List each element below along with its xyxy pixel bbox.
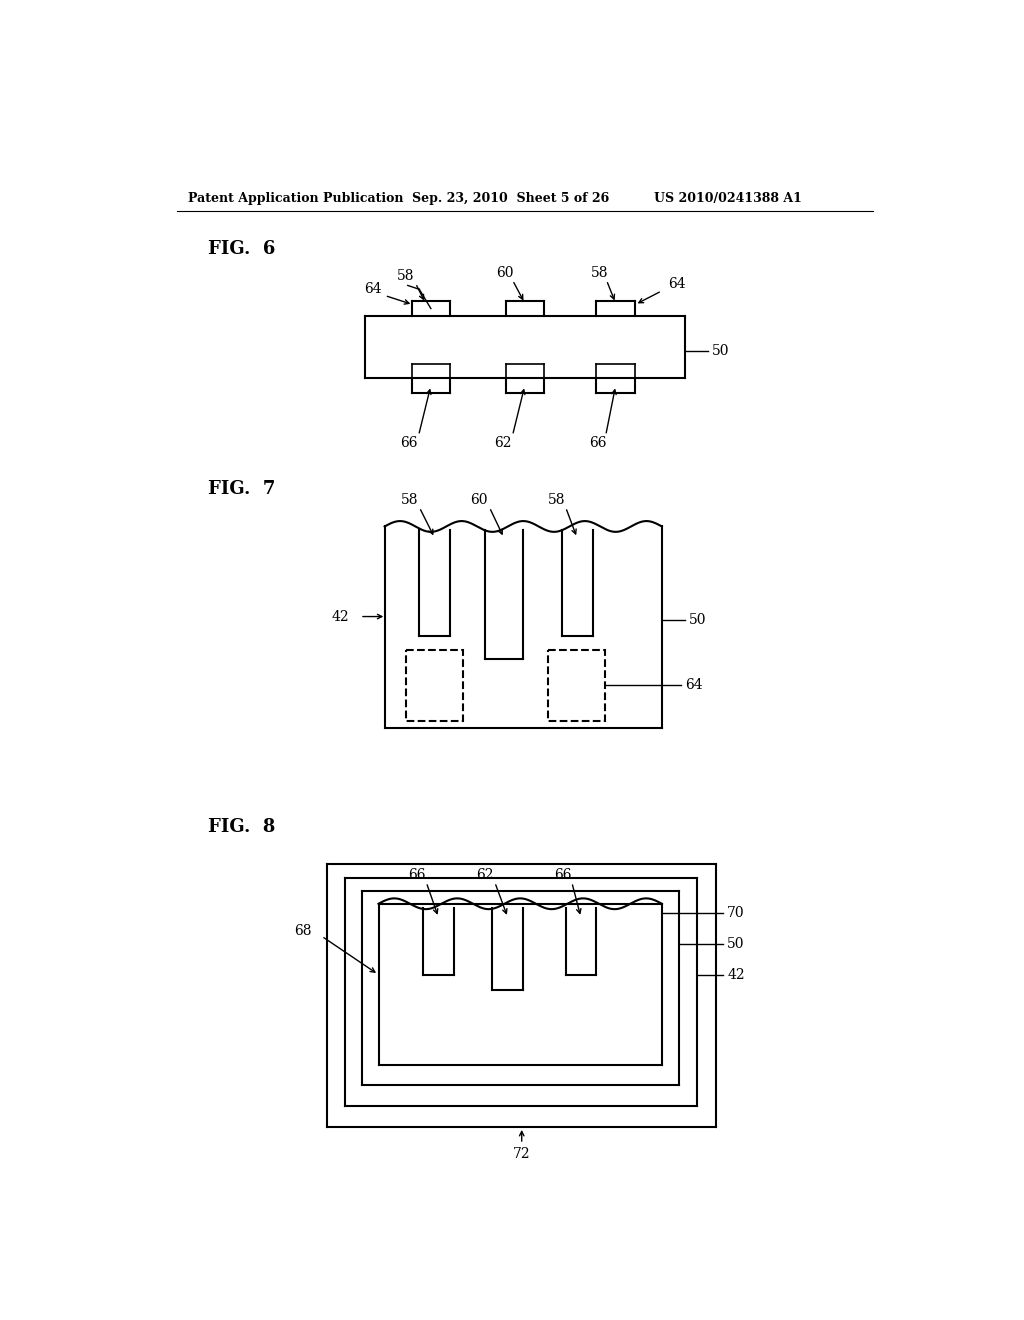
Text: 62: 62 [495,437,512,450]
Text: US 2010/0241388 A1: US 2010/0241388 A1 [654,191,802,205]
Text: Sep. 23, 2010  Sheet 5 of 26: Sep. 23, 2010 Sheet 5 of 26 [412,191,609,205]
Text: 72: 72 [513,1147,530,1162]
Text: 50: 50 [727,937,744,950]
Text: 64: 64 [365,281,382,296]
Text: 66: 66 [555,869,572,882]
Text: 50: 50 [712,345,729,358]
Text: 60: 60 [496,267,513,280]
Text: 66: 66 [400,437,418,450]
Text: 58: 58 [591,267,608,280]
Text: 58: 58 [548,494,565,507]
Text: 66: 66 [409,869,426,882]
Text: FIG.  6: FIG. 6 [208,240,274,259]
Text: 66: 66 [589,437,606,450]
Text: 68: 68 [294,924,311,937]
Text: 58: 58 [396,269,414,284]
Text: 70: 70 [727,906,744,920]
Text: FIG.  7: FIG. 7 [208,480,274,499]
Text: 58: 58 [401,494,419,507]
Text: 60: 60 [471,494,488,507]
Text: 42: 42 [332,610,349,623]
Text: 50: 50 [689,614,707,627]
Text: Patent Application Publication: Patent Application Publication [188,191,403,205]
Text: 64: 64 [669,277,686,290]
Text: FIG.  8: FIG. 8 [208,818,274,836]
Text: 64: 64 [685,678,702,692]
Text: 62: 62 [476,869,494,882]
Text: 42: 42 [727,968,744,982]
